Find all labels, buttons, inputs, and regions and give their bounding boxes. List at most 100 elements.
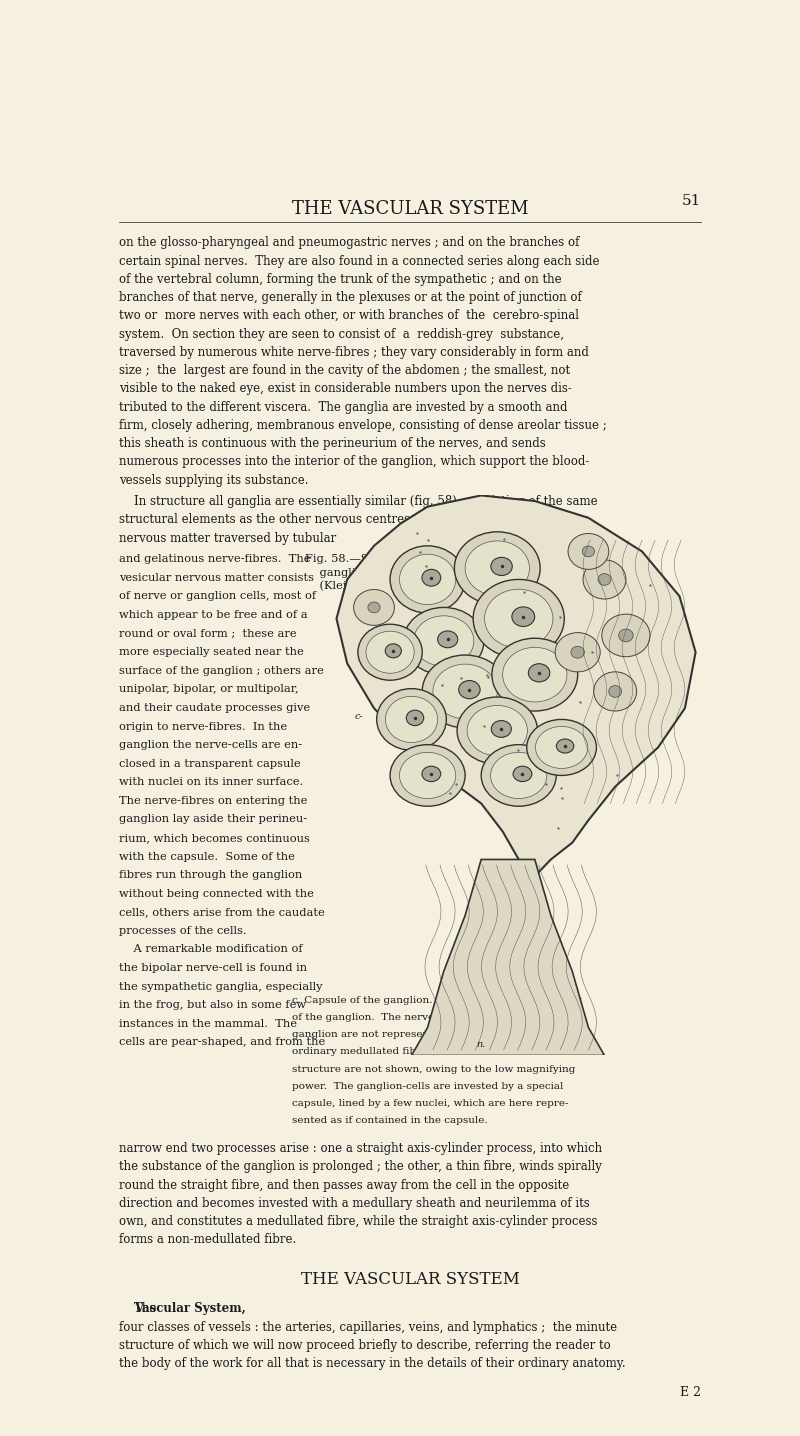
Text: instances in the mammal.  The: instances in the mammal. The [118,1018,297,1028]
Text: which appear to be free and of a: which appear to be free and of a [118,610,307,620]
Text: E 2: E 2 [680,1386,702,1400]
Ellipse shape [454,531,540,605]
Ellipse shape [390,546,465,613]
Text: own, and constitutes a medullated fibre, while the straight axis-cylinder proces: own, and constitutes a medullated fibre,… [118,1215,597,1228]
Ellipse shape [422,655,508,728]
Text: this sheath is continuous with the perineurium of the nerves, and sends: this sheath is continuous with the perin… [118,437,546,449]
Text: In structure all ganglia are essentially similar (fig. 58), consisting of the sa: In structure all ganglia are essentially… [118,495,598,508]
Ellipse shape [354,590,394,625]
Ellipse shape [465,541,530,596]
Text: power.  The ganglion-cells are invested by a special: power. The ganglion-cells are invested b… [292,1081,563,1091]
Ellipse shape [583,560,626,599]
Text: The nerve-fibres on entering the: The nerve-fibres on entering the [118,796,307,806]
Text: numerous processes into the interior of the ganglion, which support the blood-: numerous processes into the interior of … [118,455,589,468]
Ellipse shape [377,689,446,750]
Text: tributed to the different viscera.  The ganglia are invested by a smooth and: tributed to the different viscera. The g… [118,401,567,414]
Text: rium, which becomes continuous: rium, which becomes continuous [118,833,310,843]
Text: The: The [118,1302,160,1315]
Text: more especially seated near the: more especially seated near the [118,648,303,658]
Text: four classes of vessels : the arteries, capillaries, veins, and lymphatics ;  th: four classes of vessels : the arteries, … [118,1321,617,1334]
Text: forms a non-medullated fibre.: forms a non-medullated fibre. [118,1234,296,1246]
Text: firm, closely adhering, membranous envelope, consisting of dense areolar tissue : firm, closely adhering, membranous envel… [118,419,606,432]
Ellipse shape [399,554,456,605]
Ellipse shape [390,745,465,806]
Ellipse shape [386,643,402,658]
Ellipse shape [618,629,633,642]
Ellipse shape [528,663,550,682]
Ellipse shape [490,752,547,798]
Text: origin to nerve-fibres.  In the: origin to nerve-fibres. In the [118,721,286,731]
Text: THE VASCULAR SYSTEM: THE VASCULAR SYSTEM [301,1271,519,1288]
Ellipse shape [358,625,422,681]
Ellipse shape [556,740,574,752]
Ellipse shape [492,638,578,711]
Ellipse shape [438,630,458,648]
Ellipse shape [602,615,650,656]
Text: THE VASCULAR SYSTEM: THE VASCULAR SYSTEM [292,200,528,218]
Text: processes of the cells.: processes of the cells. [118,926,246,936]
Ellipse shape [491,721,511,737]
Text: the sympathetic ganglia, especially: the sympathetic ganglia, especially [118,982,322,992]
Ellipse shape [457,696,538,764]
Text: 51: 51 [682,194,702,208]
Text: structural elements as the other nervous centres—viz. a collection of vesicular: structural elements as the other nervous… [118,514,587,527]
Polygon shape [337,495,696,876]
Text: nervous matter traversed by tubular: nervous matter traversed by tubular [118,531,336,544]
Text: system.  On section they are seen to consist of  a  reddish-grey  substance,: system. On section they are seen to cons… [118,327,563,340]
Ellipse shape [582,546,594,557]
Text: A remarkable modification of: A remarkable modification of [118,945,302,955]
Ellipse shape [526,719,597,775]
Text: and gelatinous nerve-fibres.  The: and gelatinous nerve-fibres. The [118,554,310,564]
Text: round or oval form ;  these are: round or oval form ; these are [118,629,296,639]
Ellipse shape [473,579,564,658]
Text: fibres run through the ganglion: fibres run through the ganglion [118,870,302,880]
Text: the substance of the ganglion is prolonged ; the other, a thin fibre, winds spir: the substance of the ganglion is prolong… [118,1160,602,1173]
Text: structure are not shown, owing to the low magnifying: structure are not shown, owing to the lo… [292,1064,575,1074]
Text: narrow end two processes arise : one a straight axis-cylinder process, into whic: narrow end two processes arise : one a s… [118,1142,602,1155]
Text: of nerve or ganglion cells, most of: of nerve or ganglion cells, most of [118,592,316,602]
Ellipse shape [366,632,414,673]
Text: branches of that nerve, generally in the plexuses or at the point of junction of: branches of that nerve, generally in the… [118,292,582,304]
Ellipse shape [555,633,600,672]
Ellipse shape [467,705,527,755]
Text: Fig. 58.—Section through a microscopic
    ganglion.    Magnified 300 diameters.: Fig. 58.—Section through a microscopic g… [305,554,538,592]
Text: in the frog, but also in some few: in the frog, but also in some few [118,999,306,1010]
Ellipse shape [485,589,553,648]
Text: c-: c- [354,712,363,721]
Text: with nuclei on its inner surface.: with nuclei on its inner surface. [118,777,303,787]
Text: cells are pear-shaped, and from the: cells are pear-shaped, and from the [118,1037,325,1047]
Ellipse shape [403,607,484,675]
Text: ganglion lay aside their perineu-: ganglion lay aside their perineu- [118,814,306,824]
Ellipse shape [512,607,534,626]
Text: the bipolar nerve-cell is found in: the bipolar nerve-cell is found in [118,964,306,974]
Ellipse shape [513,767,532,781]
Text: cells, others arise from the caudate: cells, others arise from the caudate [118,908,324,918]
Ellipse shape [386,696,438,742]
Text: of the ganglion.  The nerve-fibres which entered the: of the ganglion. The nerve-fibres which … [292,1014,567,1022]
Ellipse shape [535,727,588,768]
Text: ganglion are not represented.  The nerve-fibres are: ganglion are not represented. The nerve-… [292,1031,563,1040]
Text: the body of the work for all that is necessary in the details of their ordinary : the body of the work for all that is nec… [118,1357,626,1370]
Ellipse shape [414,616,474,666]
Text: size ;  the  largest are found in the cavity of the abdomen ; the smallest, not: size ; the largest are found in the cavi… [118,365,570,378]
Ellipse shape [502,648,567,702]
Text: surface of the ganglion ; others are: surface of the ganglion ; others are [118,666,323,676]
Ellipse shape [491,557,512,576]
Text: without being connected with the: without being connected with the [118,889,314,899]
Text: of the vertebral column, forming the trunk of the sympathetic ; and on the: of the vertebral column, forming the tru… [118,273,562,286]
Text: sented as if contained in the capsule.: sented as if contained in the capsule. [292,1116,488,1124]
Ellipse shape [368,602,380,613]
Text: vessels supplying its substance.: vessels supplying its substance. [118,474,308,487]
Ellipse shape [422,569,441,586]
Text: unipolar, bipolar, or multipolar,: unipolar, bipolar, or multipolar, [118,685,298,695]
Text: traversed by numerous white nerve-fibres ; they vary considerably in form and: traversed by numerous white nerve-fibres… [118,346,589,359]
Text: direction and becomes invested with a medullary sheath and neurilemma of its: direction and becomes invested with a me… [118,1196,590,1209]
Text: round the straight fibre, and then passes away from the cell in the opposite: round the straight fibre, and then passe… [118,1179,569,1192]
Text: visible to the naked eye, exist in considerable numbers upon the nerves dis-: visible to the naked eye, exist in consi… [118,382,571,395]
Text: certain spinal nerves.  They are also found in a connected series along each sid: certain spinal nerves. They are also fou… [118,254,599,267]
Ellipse shape [482,745,556,806]
Ellipse shape [609,685,622,698]
Ellipse shape [399,752,456,798]
Text: with the capsule.  Some of the: with the capsule. Some of the [118,852,294,862]
Text: ordinary medullated fibres, but the details of their: ordinary medullated fibres, but the deta… [292,1047,558,1057]
